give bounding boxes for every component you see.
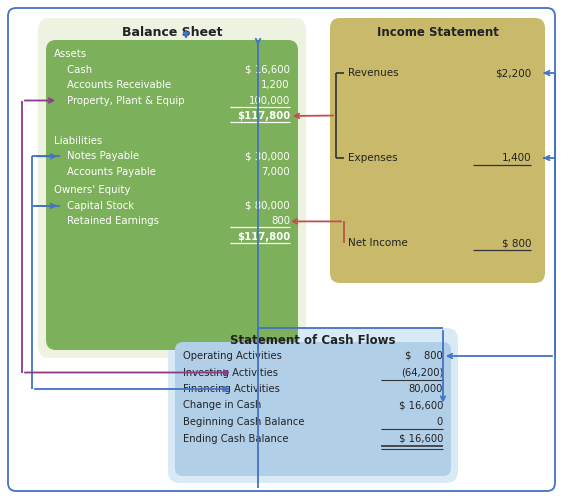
Text: Notes Payable: Notes Payable	[54, 151, 139, 161]
Text: Net Income: Net Income	[348, 238, 408, 248]
Text: Operating Activities: Operating Activities	[183, 351, 282, 361]
Text: Income Statement: Income Statement	[377, 25, 498, 38]
Text: $117,800: $117,800	[237, 232, 290, 242]
Text: Liabilities: Liabilities	[54, 136, 102, 146]
Text: Financing Activities: Financing Activities	[183, 384, 280, 394]
Text: Accounts Payable: Accounts Payable	[54, 167, 156, 177]
Text: Statement of Cash Flows: Statement of Cash Flows	[230, 334, 396, 347]
Text: Balance Sheet: Balance Sheet	[122, 25, 222, 38]
Text: Owners' Equity: Owners' Equity	[54, 186, 131, 196]
Text: $ 800: $ 800	[502, 238, 531, 248]
Text: Property, Plant & Equip: Property, Plant & Equip	[54, 95, 185, 105]
Text: 1,400: 1,400	[502, 153, 531, 163]
FancyBboxPatch shape	[46, 40, 298, 350]
Text: 1,200: 1,200	[261, 80, 290, 90]
Text: 100,000: 100,000	[249, 95, 290, 105]
Text: 800: 800	[271, 217, 290, 227]
Text: Ending Cash Balance: Ending Cash Balance	[183, 434, 288, 444]
Text: $ 16,600: $ 16,600	[399, 434, 443, 444]
Text: $2,200: $2,200	[495, 68, 531, 78]
Text: Retained Earnings: Retained Earnings	[54, 217, 159, 227]
Text: Beginning Cash Balance: Beginning Cash Balance	[183, 417, 305, 427]
Text: $ 16,600: $ 16,600	[399, 401, 443, 411]
Text: 0: 0	[437, 417, 443, 427]
Text: 7,000: 7,000	[261, 167, 290, 177]
Text: $117,800: $117,800	[237, 111, 290, 121]
FancyBboxPatch shape	[175, 342, 451, 476]
Text: Accounts Receivable: Accounts Receivable	[54, 80, 171, 90]
Text: $ 80,000: $ 80,000	[245, 201, 290, 211]
FancyBboxPatch shape	[330, 18, 545, 283]
FancyBboxPatch shape	[38, 18, 306, 358]
Text: Investing Activities: Investing Activities	[183, 367, 278, 378]
Text: $    800: $ 800	[405, 351, 443, 361]
Text: Expenses: Expenses	[348, 153, 397, 163]
Text: Cash: Cash	[54, 64, 92, 74]
Text: (64,200): (64,200)	[401, 367, 443, 378]
Text: $ 30,000: $ 30,000	[245, 151, 290, 161]
Text: Revenues: Revenues	[348, 68, 399, 78]
FancyBboxPatch shape	[168, 328, 458, 483]
Text: Change in Cash: Change in Cash	[183, 401, 261, 411]
Text: Capital Stock: Capital Stock	[54, 201, 134, 211]
Text: $ 16,600: $ 16,600	[245, 64, 290, 74]
Text: Assets: Assets	[54, 49, 87, 59]
Text: 80,000: 80,000	[409, 384, 443, 394]
